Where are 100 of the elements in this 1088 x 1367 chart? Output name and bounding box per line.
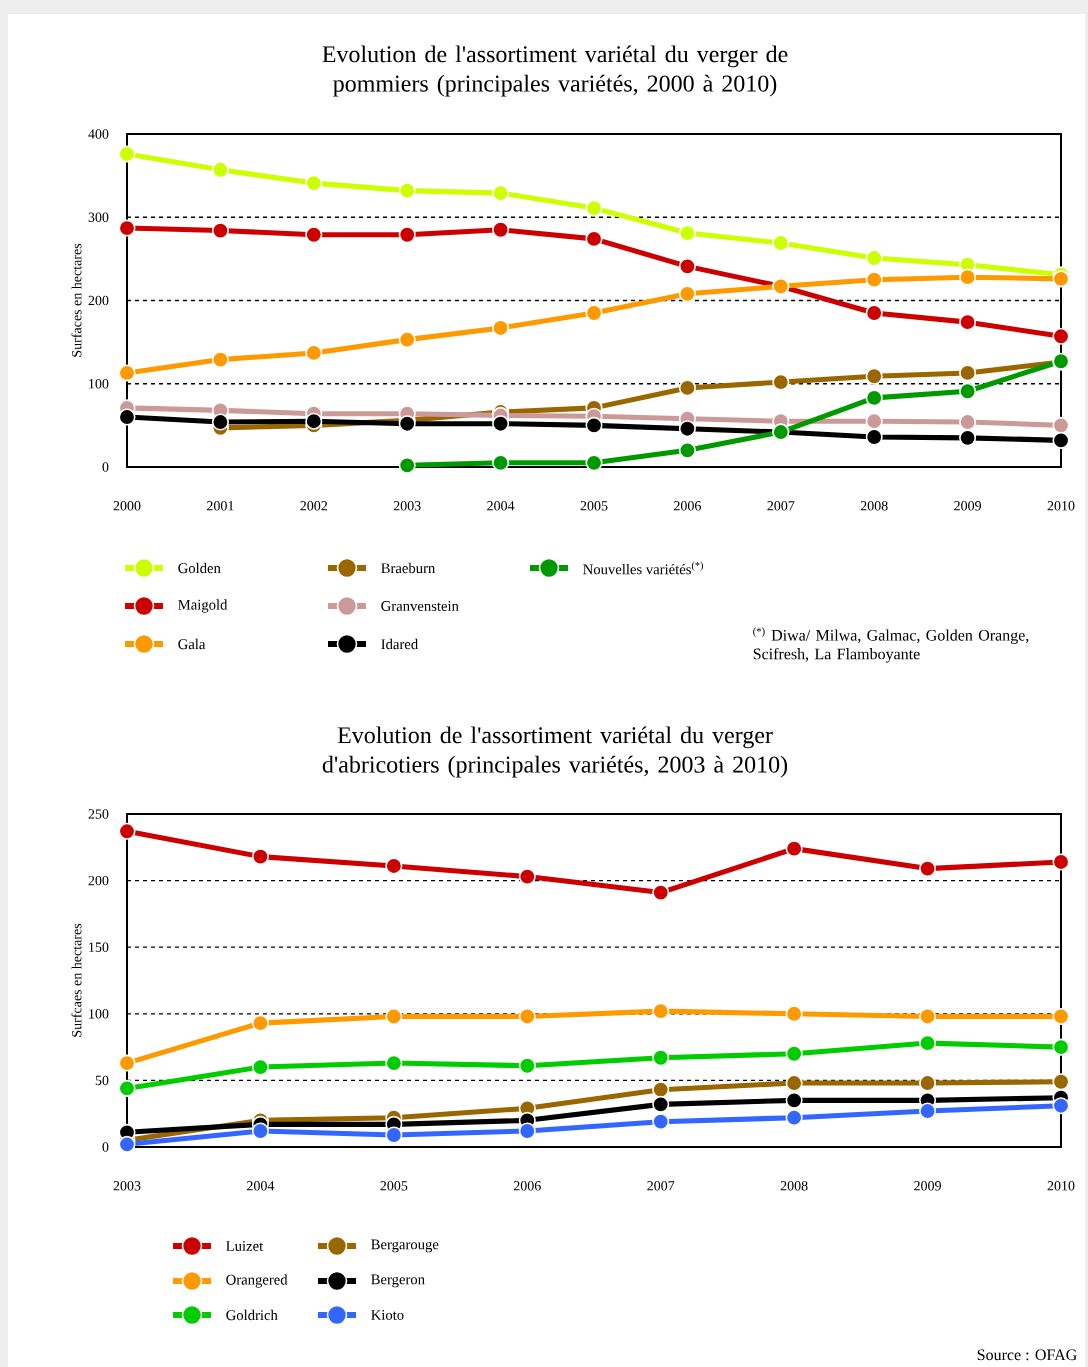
legend-label: Idared [381, 638, 418, 650]
y-axis-title: Surfaces en hectares [71, 243, 82, 357]
y-tick-label: 100 [89, 379, 109, 389]
point [1052, 1038, 1070, 1056]
point [492, 454, 510, 472]
point [305, 174, 323, 192]
x-tick-label: 2008 [860, 501, 888, 511]
point [865, 304, 883, 322]
chart-title: Evolution de l'assortiment variétal du verger d'abricotiers (principales variétés, 2003 à 2010) [322, 726, 788, 778]
point [1052, 853, 1070, 871]
point [211, 351, 229, 369]
point [305, 344, 323, 362]
point [585, 454, 603, 472]
point [305, 226, 323, 244]
point [251, 1014, 269, 1032]
point [398, 182, 416, 200]
chart-title: Evolution de l'assortiment variétal du verger de pommiers (principales variétés, 2000 à 2010) [322, 45, 788, 97]
point [678, 257, 696, 275]
y-tick-label: 300 [88, 212, 109, 222]
point [1052, 1097, 1070, 1115]
point [959, 268, 977, 286]
point [118, 408, 136, 426]
legend-label: Orangered [226, 1274, 288, 1288]
point [211, 222, 229, 240]
point [211, 161, 229, 179]
legend-label: Bergarouge [371, 1239, 439, 1253]
point [398, 226, 416, 244]
point [678, 379, 696, 397]
point [398, 415, 416, 433]
x-tick-label: 2005 [580, 501, 608, 511]
point [865, 412, 883, 430]
point [865, 249, 883, 267]
point [959, 364, 977, 382]
point [959, 382, 977, 400]
point [251, 1058, 269, 1076]
x-tick-label: 2007 [767, 501, 795, 511]
point [585, 304, 603, 322]
point [652, 1095, 670, 1113]
point [785, 1074, 803, 1092]
source-note: Source : OFAG [977, 1349, 1077, 1361]
point [959, 313, 977, 331]
legend-label: Nouvelles variétés$^{(*)}$ [583, 561, 703, 575]
point [1052, 270, 1070, 288]
x-tick-label: 2005 [380, 1181, 408, 1191]
x-tick-label: 2009 [954, 501, 982, 511]
point [652, 1002, 670, 1020]
x-tick-label: 2003 [393, 501, 421, 511]
point [959, 413, 977, 431]
point [785, 1045, 803, 1063]
y-tick-label: 150 [89, 942, 109, 952]
point [211, 413, 229, 431]
point [118, 1054, 136, 1072]
point [398, 456, 416, 474]
point [678, 224, 696, 242]
point [251, 1122, 269, 1140]
point [785, 1005, 803, 1023]
point [772, 234, 790, 252]
point [585, 416, 603, 434]
x-tick-label: 2007 [647, 1181, 675, 1191]
legend-label: Bergeron [371, 1274, 425, 1288]
y-tick-label: 400 [88, 129, 109, 139]
legend-label: Granvenstein [381, 601, 459, 611]
point [518, 868, 536, 886]
point [1052, 327, 1070, 345]
y-tick-label: 250 [88, 809, 109, 819]
text: $^{(*)}$ Diwa/ Milwa, Galmac, Golden Orange, Scifresh, La Flamboyante [753, 627, 1029, 663]
x-tick-label: 2006 [674, 501, 701, 511]
point [585, 230, 603, 248]
point [652, 1049, 670, 1067]
point [118, 1079, 136, 1097]
point [1052, 1007, 1070, 1025]
point [518, 1057, 536, 1075]
point [1052, 416, 1070, 434]
x-tick-label: 2010 [1047, 1181, 1075, 1191]
point [865, 367, 883, 385]
point [305, 412, 323, 430]
point [959, 429, 977, 447]
point [678, 420, 696, 438]
y-tick-label: 0 [102, 462, 109, 472]
legend-label: Gala [178, 638, 206, 650]
x-tick-label: 2004 [487, 501, 515, 511]
point [772, 373, 790, 391]
point [585, 199, 603, 217]
point [385, 1007, 403, 1025]
legend-label: Goldrich [226, 1309, 278, 1321]
point [118, 822, 136, 840]
legend-label: Golden [178, 562, 221, 574]
point [518, 1007, 536, 1025]
point [785, 1109, 803, 1127]
x-tick-label: 2004 [247, 1181, 275, 1191]
y-tick-label: 50 [95, 1075, 109, 1086]
y-tick-label: 200 [88, 295, 109, 306]
y-axis-title: Surfcaes en hectares [71, 923, 82, 1037]
point [652, 884, 670, 902]
legend-label: Braeburn [381, 562, 436, 574]
point [118, 219, 136, 237]
point [919, 1074, 937, 1092]
legend-label: Luizet [226, 1241, 264, 1251]
point [919, 1034, 937, 1052]
point [865, 389, 883, 407]
